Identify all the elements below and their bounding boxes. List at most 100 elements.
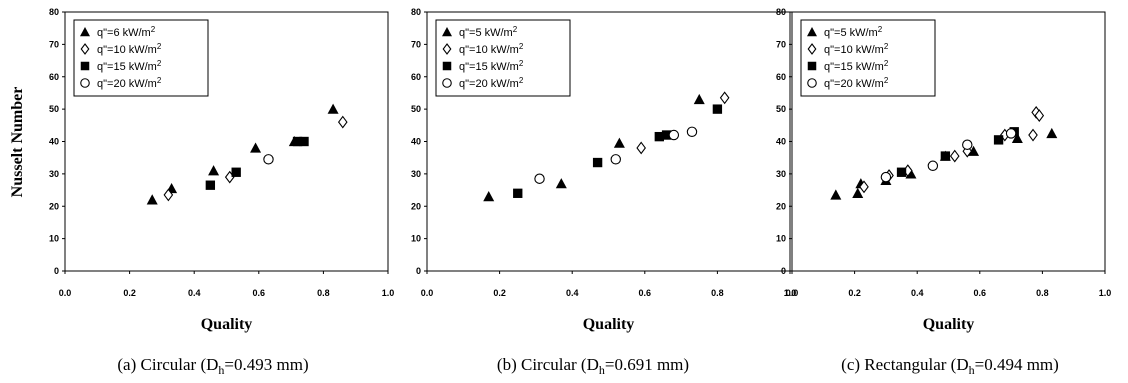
x-axis-title: Quality — [201, 316, 253, 333]
legend-label: q"=15 kW/m2 — [459, 59, 524, 73]
data-point — [693, 93, 705, 105]
y-tick-label: 70 — [49, 39, 59, 49]
x-tick-label: 0.4 — [566, 288, 579, 298]
x-tick-label: 0.8 — [317, 288, 330, 298]
x-tick-label: 1.0 — [1099, 288, 1112, 298]
y-tick-label: 50 — [776, 104, 786, 114]
x-tick-label: 0.8 — [711, 288, 724, 298]
data-point — [661, 130, 672, 140]
data-point — [610, 154, 621, 165]
x-tick-label: 1.0 — [382, 288, 395, 298]
legend: q"=5 kW/m2 q"=10 kW/m2 q"=15 kW/m2 q"=20 kW… — [800, 19, 936, 97]
x-axis-title: Quality — [923, 316, 975, 333]
legend-marker — [80, 27, 90, 37]
chart-panel-3: 0 10 20 30 40 50 60 70 80 0.0 0.2 0.4 0.6 0.8 1.0 Quali… — [776, 7, 1111, 377]
legend-marker — [442, 43, 452, 55]
y-tick-label: 30 — [776, 169, 786, 179]
data-point — [949, 149, 960, 163]
legend-marker — [442, 78, 452, 88]
x-tick-label: 0.0 — [786, 288, 799, 298]
y-tick-label: 30 — [49, 169, 59, 179]
legend-marker — [807, 43, 817, 55]
x-tick-label: 0.2 — [493, 288, 506, 298]
legend-label: q"=5 kW/m2 — [459, 25, 518, 39]
x-tick-label: 0.2 — [123, 288, 136, 298]
y-tick-label: 20 — [411, 201, 421, 211]
data-point — [205, 180, 216, 190]
data-point — [483, 191, 495, 202]
legend-label: q"=10 kW/m2 — [459, 42, 524, 56]
y-tick-label: 0 — [416, 266, 421, 276]
data-point — [146, 194, 158, 205]
data-point — [208, 165, 220, 176]
data-point — [292, 136, 303, 147]
data-point — [852, 187, 864, 198]
legend: q"=5 kW/m2 q"=10 kW/m2 q"=15 kW/m2 q"=20 kW… — [435, 19, 571, 97]
legend-marker — [80, 61, 90, 71]
panel-caption: (a) Circular (Dh=0.493 mm) — [117, 355, 308, 377]
legend-marker — [80, 43, 90, 55]
y-tick-label: 10 — [49, 234, 59, 244]
legend-marker — [807, 61, 817, 71]
x-tick-label: 0.0 — [59, 288, 72, 298]
data-point — [1005, 128, 1017, 139]
data-point — [686, 126, 698, 138]
y-tick-label: 60 — [49, 72, 59, 82]
data-point — [993, 135, 1004, 145]
data-point — [513, 188, 523, 198]
y-tick-label: 80 — [776, 7, 786, 17]
chart-panel-1: 0 10 20 30 40 50 60 70 80 0.0 0.2 0.4 0.6 0.8 1.0 Quali… — [49, 7, 394, 377]
y-tick-label: 20 — [49, 201, 59, 211]
data-point — [163, 188, 174, 202]
y-tick-label: 40 — [411, 137, 421, 147]
data-point — [555, 178, 567, 189]
y-tick-label: 60 — [411, 72, 421, 82]
y-tick-label: 70 — [776, 39, 786, 49]
y-tick-label: 70 — [411, 39, 421, 49]
data-point — [299, 136, 309, 147]
data-point — [613, 137, 625, 148]
legend-label: q"=6 kW/m2 — [97, 25, 156, 39]
y-tick-label: 60 — [776, 72, 786, 82]
data-point — [1034, 109, 1045, 123]
x-tick-label: 0.0 — [421, 288, 434, 298]
data-point — [263, 154, 274, 165]
legend-label: q"=5 kW/m2 — [824, 25, 883, 39]
data-point — [250, 142, 262, 153]
legend-label: q"=20 kW/m2 — [459, 76, 524, 90]
data-point — [231, 167, 241, 177]
data-point — [534, 173, 545, 184]
x-tick-label: 0.6 — [639, 288, 652, 298]
y-tick-label: 50 — [49, 104, 59, 114]
data-point — [896, 167, 907, 177]
x-tick-label: 0.2 — [848, 288, 861, 298]
y-tick-label: 40 — [776, 137, 786, 147]
y-tick-label: 20 — [776, 201, 786, 211]
data-point — [592, 157, 603, 168]
legend-label: q"=15 kW/m2 — [97, 59, 162, 73]
y-tick-label: 80 — [411, 7, 421, 17]
legend: q"=6 kW/m2 q"=10 kW/m2 q"=15 kW/m2 q"=20 kW… — [73, 19, 209, 97]
data-point — [337, 115, 348, 129]
y-tick-label: 30 — [411, 169, 421, 179]
data-point — [719, 91, 730, 105]
data-point — [962, 139, 973, 150]
x-tick-label: 0.6 — [974, 288, 987, 298]
y-tick-label: 10 — [411, 234, 421, 244]
legend-label: q"=10 kW/m2 — [97, 42, 162, 56]
data-point — [940, 151, 951, 161]
x-tick-label: 0.4 — [188, 288, 201, 298]
legend-box — [800, 19, 936, 97]
panel-caption: (b) Circular (Dh=0.691 mm) — [497, 355, 689, 377]
data-point — [1028, 128, 1038, 142]
data-point — [859, 180, 869, 194]
data-point — [327, 103, 339, 114]
chart-panel-2: 0 10 20 30 40 50 60 70 80 0.0 0.2 0.4 0.6 0.8 1.0 Quali… — [411, 7, 796, 377]
y-tick-label: 0 — [54, 266, 59, 276]
x-tick-label: 0.4 — [911, 288, 924, 298]
legend-marker — [442, 27, 452, 37]
legend-marker — [807, 78, 817, 88]
legend-label: q"=15 kW/m2 — [824, 59, 889, 73]
